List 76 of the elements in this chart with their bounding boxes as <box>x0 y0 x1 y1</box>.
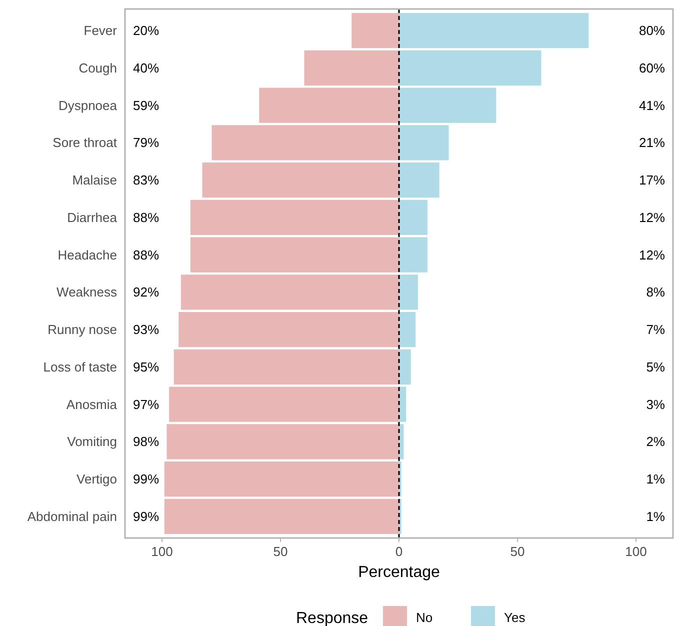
x-tick-label: 50 <box>510 544 525 559</box>
bar <box>399 50 542 86</box>
data-label: 92% <box>133 284 160 300</box>
y-tick-label: Fever <box>84 23 118 38</box>
data-label: 93% <box>133 322 160 338</box>
data-label: 83% <box>133 172 160 188</box>
bar <box>399 125 449 160</box>
data-label: 98% <box>133 434 160 450</box>
data-label: 21% <box>638 135 666 150</box>
data-label: 80% <box>638 23 666 38</box>
bar <box>399 237 428 272</box>
bar <box>399 88 496 123</box>
bar <box>352 13 399 48</box>
data-label: 2% <box>646 434 666 450</box>
bar <box>169 386 399 422</box>
data-label: 88% <box>133 247 160 262</box>
data-label: 12% <box>638 247 666 262</box>
bar <box>399 13 589 48</box>
y-tick-label: Weakness <box>56 284 118 300</box>
bar <box>399 386 406 422</box>
bar <box>399 200 428 236</box>
data-label: 7% <box>646 322 666 338</box>
bar <box>180 274 399 310</box>
data-label: 95% <box>133 359 160 374</box>
bar <box>212 125 399 160</box>
y-tick-label: Loss of taste <box>43 359 117 374</box>
data-label: 17% <box>638 172 666 188</box>
data-label: 60% <box>638 60 666 76</box>
bar <box>166 424 399 460</box>
bar <box>202 162 399 198</box>
data-label: 97% <box>133 396 160 412</box>
x-axis-title: Percentage <box>358 564 440 581</box>
bar <box>399 312 416 348</box>
y-tick-label: Sore throat <box>52 135 118 150</box>
data-label: 20% <box>133 23 160 38</box>
bar <box>164 498 399 534</box>
bar <box>304 50 399 86</box>
y-tick-label: Vomiting <box>67 434 117 450</box>
x-tick-label: 50 <box>273 544 288 559</box>
data-label: 40% <box>133 60 160 76</box>
y-tick-label: Malaise <box>72 172 117 188</box>
bar <box>178 312 399 348</box>
bar <box>399 162 440 198</box>
x-tick-label: 100 <box>625 544 647 559</box>
x-tick-label: 100 <box>151 544 173 559</box>
y-tick-label: Dyspnoea <box>58 98 118 113</box>
data-label: 41% <box>638 98 666 113</box>
bar <box>399 349 411 384</box>
data-label: 99% <box>133 508 160 524</box>
y-tick-label: Headache <box>58 247 117 262</box>
bar <box>259 88 399 123</box>
data-label: 5% <box>646 359 666 374</box>
data-label: 1% <box>646 508 666 524</box>
data-label: 3% <box>646 396 666 412</box>
legend-title: Response <box>296 610 368 626</box>
data-label: 79% <box>133 135 160 150</box>
y-tick-label: Vertigo <box>76 472 117 487</box>
y-tick-label: Cough <box>78 60 117 76</box>
data-label: 99% <box>133 472 160 487</box>
data-label: 12% <box>638 210 666 225</box>
data-label: 88% <box>133 210 160 225</box>
bar <box>174 349 399 384</box>
bar <box>164 461 399 497</box>
data-label: 8% <box>646 284 666 300</box>
y-tick-label: Diarrhea <box>67 210 118 225</box>
y-tick-label: Runny nose <box>48 322 117 338</box>
bar <box>399 274 418 310</box>
legend-label: Yes <box>504 610 526 625</box>
data-label: 59% <box>133 98 160 113</box>
y-tick-label: Anosmia <box>66 396 118 412</box>
data-label: 1% <box>646 472 666 487</box>
y-tick-label: Abdominal pain <box>27 508 117 524</box>
bar <box>190 200 399 236</box>
x-tick-label: 0 <box>395 544 403 559</box>
bar <box>190 237 399 272</box>
legend-label: No <box>416 610 433 625</box>
